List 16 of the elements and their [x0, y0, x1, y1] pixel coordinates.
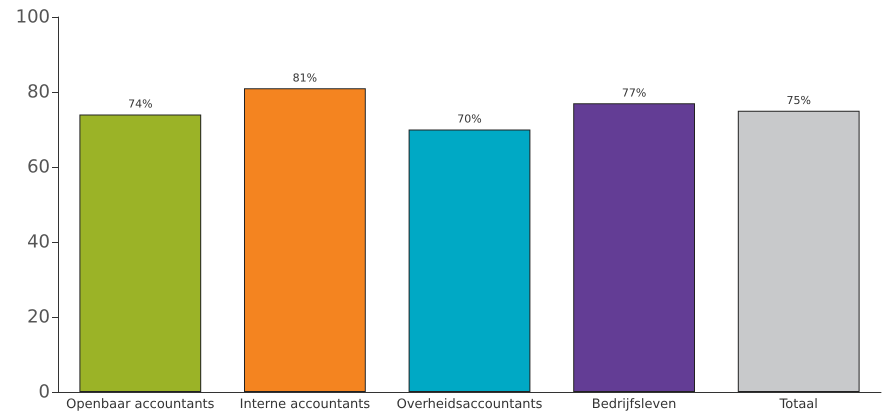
data-label: 81% — [292, 71, 318, 84]
x-tick-label: Bedrijfsleven — [592, 397, 676, 412]
x-tick-label: Overheidsaccountants — [396, 397, 543, 412]
x-tick-label: Openbaar accountants — [66, 397, 215, 412]
y-tick-label: 0 — [38, 382, 50, 402]
data-label: 77% — [622, 86, 646, 100]
y-tick-label: 80 — [27, 82, 50, 102]
y-tick-label: 40 — [27, 232, 50, 252]
data-label: 75% — [786, 94, 811, 107]
y-tick-label: 20 — [27, 306, 50, 328]
x-tick-label: Interne accountants — [240, 397, 370, 412]
y-tick-label: 100 — [16, 6, 50, 28]
x-tick-label: Totaal — [778, 397, 818, 412]
data-label: 74% — [128, 98, 153, 110]
y-tick-label: 60 — [27, 156, 50, 178]
data-label: 70% — [457, 112, 482, 126]
